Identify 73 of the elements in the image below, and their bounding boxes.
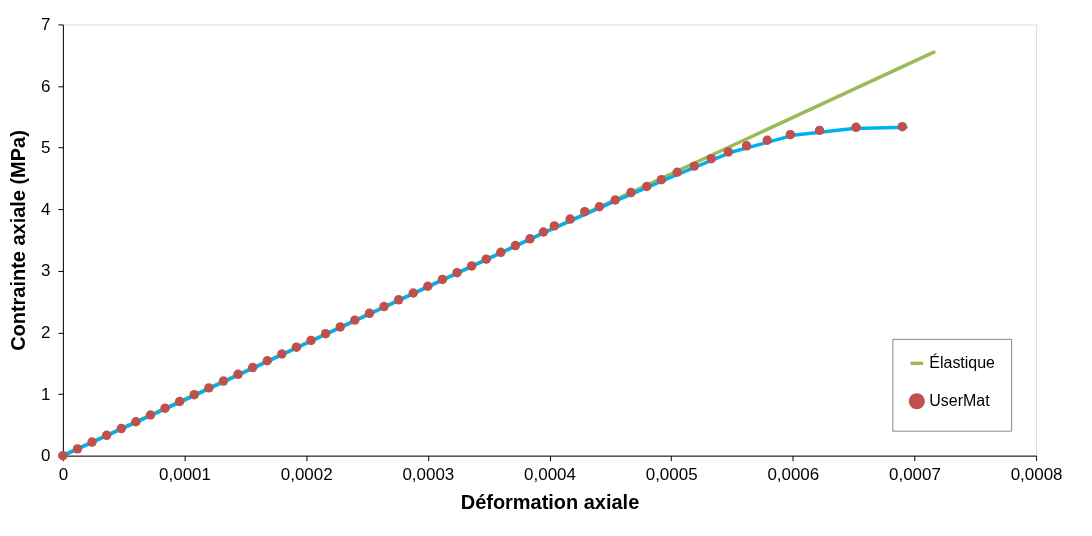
point [656,174,667,185]
y-tick-label: 3 [40,261,51,281]
point [741,141,752,151]
point [594,202,605,212]
x-tick-label: 0,0006 [767,465,820,485]
point [145,410,156,420]
x-axis-title: Déformation axiale [460,491,640,514]
point [785,129,796,140]
x-tick-label: 0,0005 [645,465,698,485]
point [549,221,560,231]
point [706,154,717,164]
point [437,274,448,285]
y-tick-label: 4 [40,199,51,219]
point [58,450,68,461]
point [393,295,404,305]
point [247,362,258,373]
point [379,301,389,312]
point [101,430,112,441]
point [306,335,316,346]
x-tick-label: 0,0001 [159,465,211,485]
point [116,423,127,434]
point [642,181,652,192]
point [672,167,682,177]
point [174,396,185,407]
y-tick-label: 0 [40,446,51,466]
x-tick-label: 0,0004 [524,465,576,485]
point [452,267,462,278]
point [723,147,734,157]
point [233,369,243,380]
x-tick-label: 0,0002 [280,465,333,485]
point [189,389,199,400]
point [565,214,575,224]
point [580,206,590,217]
point [408,288,418,298]
point [610,195,620,205]
point [423,281,433,291]
point [897,121,908,132]
point [218,376,229,386]
point [131,417,141,427]
y-axis-title: Contrainte axiale (MPa) [7,130,29,351]
point [262,356,272,366]
point [87,437,97,447]
y-tick-label: 2 [40,322,51,342]
x-tick-label: 0,0007 [889,465,941,485]
point [277,349,287,359]
x-tick-label: 0,0003 [402,465,455,485]
legend-label: Élastique [929,353,996,372]
point [510,240,521,251]
point [364,308,375,319]
point [538,227,549,237]
legend-label: UserMat [929,392,991,410]
x-tick-label: 0 [58,465,69,485]
point [496,247,506,258]
y-tick-label: 7 [40,14,51,34]
x-tick-label: 0,0008 [1010,465,1063,485]
point [466,261,477,271]
point [762,135,772,145]
point [525,234,535,244]
point [814,125,825,136]
point [291,342,302,352]
y-tick-label: 1 [40,384,51,404]
point [350,315,360,325]
point [335,322,345,332]
y-tick-label: 6 [40,76,51,96]
y-tick-label: 5 [40,138,51,158]
point [72,444,83,454]
point [481,254,491,264]
point [851,122,861,133]
point [689,161,699,171]
point [160,403,170,413]
point [626,187,636,198]
point [320,328,331,339]
point [204,383,214,393]
